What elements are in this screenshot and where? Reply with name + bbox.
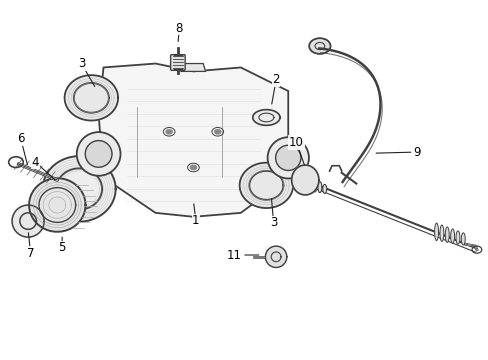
Ellipse shape [439,225,443,242]
Text: 5: 5 [59,241,66,254]
Polygon shape [12,205,44,237]
Ellipse shape [85,140,112,167]
Text: 9: 9 [413,146,420,159]
Polygon shape [99,64,287,217]
Ellipse shape [275,145,300,171]
Ellipse shape [312,179,316,192]
Polygon shape [64,75,118,121]
Polygon shape [239,163,292,208]
Ellipse shape [450,229,454,243]
Ellipse shape [267,137,308,179]
Polygon shape [181,64,205,71]
Polygon shape [291,165,318,195]
Ellipse shape [460,233,464,245]
Polygon shape [29,178,85,232]
Circle shape [165,129,172,134]
Text: 4: 4 [32,156,39,168]
Ellipse shape [298,175,302,185]
Ellipse shape [434,223,438,240]
Circle shape [190,165,197,170]
Text: 1: 1 [192,214,199,227]
Ellipse shape [322,184,326,193]
Ellipse shape [307,176,311,191]
Ellipse shape [77,132,120,176]
Circle shape [308,38,330,54]
FancyBboxPatch shape [170,55,185,70]
Circle shape [214,129,221,134]
Text: 6: 6 [17,132,24,145]
Text: 3: 3 [269,216,277,229]
Ellipse shape [445,227,448,242]
Ellipse shape [303,175,306,188]
Polygon shape [42,156,116,222]
Text: 2: 2 [272,73,279,86]
Ellipse shape [293,174,297,183]
Text: 10: 10 [288,136,304,149]
Text: 11: 11 [226,248,242,261]
Text: 8: 8 [175,22,183,35]
Polygon shape [265,246,286,267]
Text: 7: 7 [27,247,34,260]
Text: 3: 3 [78,57,85,71]
Ellipse shape [455,231,459,244]
Polygon shape [252,110,280,125]
Ellipse shape [317,182,321,193]
